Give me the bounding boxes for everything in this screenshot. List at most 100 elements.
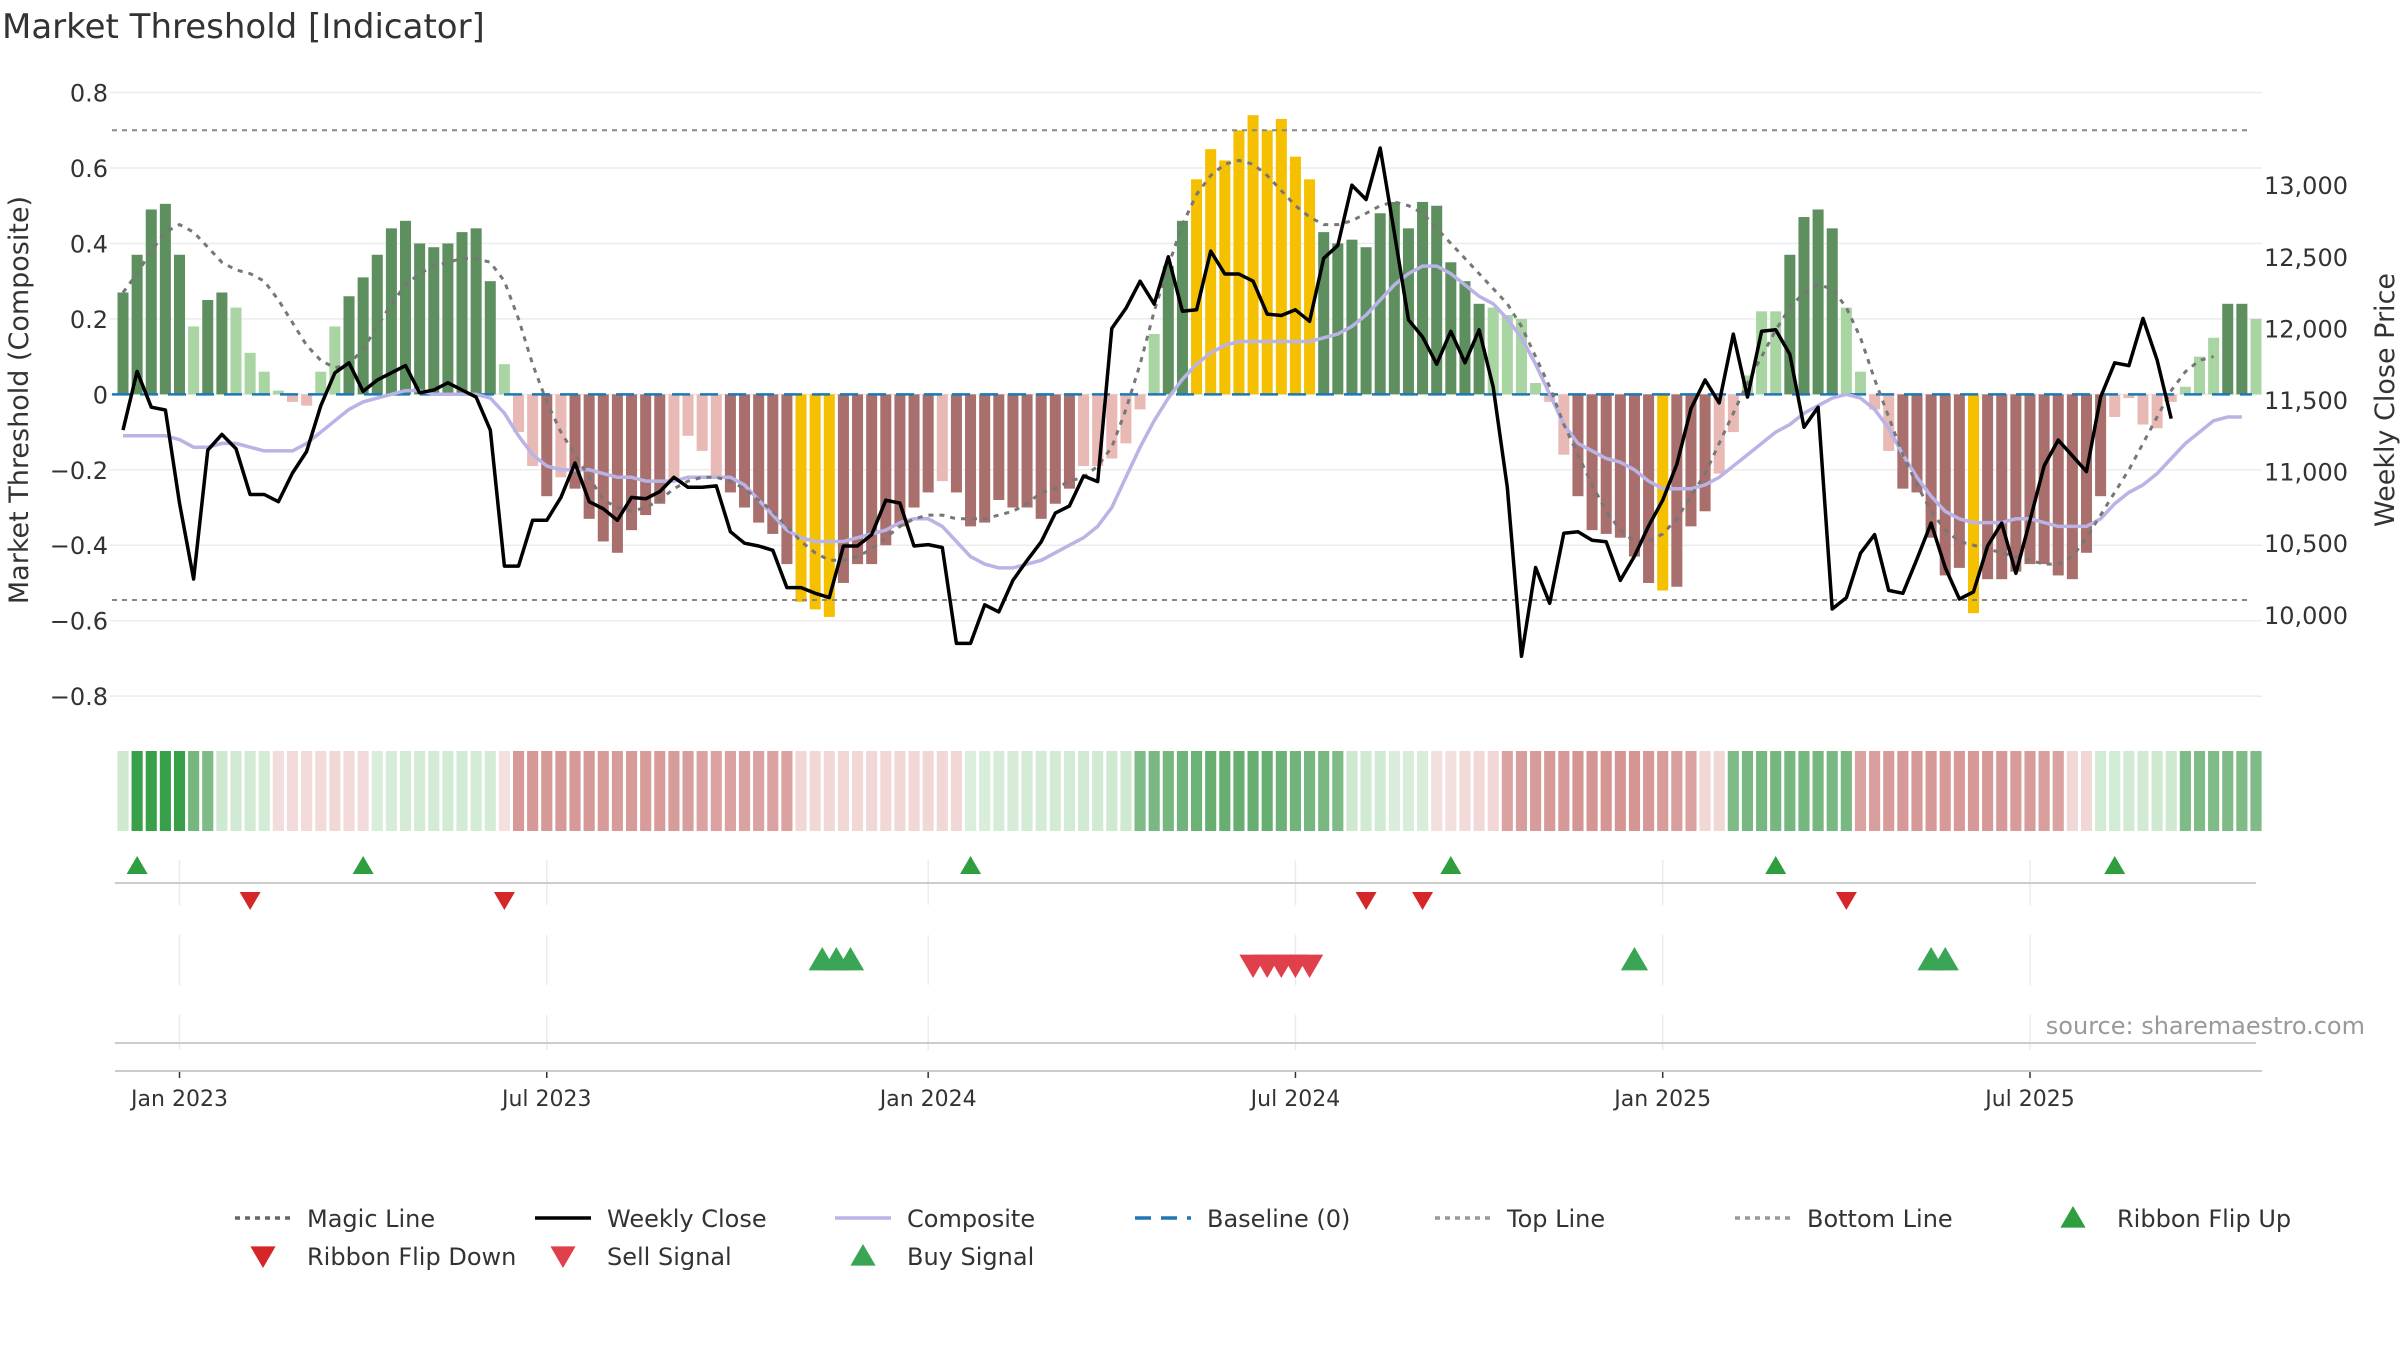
composite-bar (1911, 394, 1923, 493)
composite-bar (880, 394, 892, 546)
composite-bar (1854, 371, 1866, 395)
ribbon-cell (1035, 751, 1047, 831)
composite-bar (866, 394, 878, 565)
composite-bar (1515, 318, 1527, 395)
composite-bar (1063, 394, 1075, 489)
y-tick-label: −0.2 (50, 457, 108, 485)
composite-bar (1219, 160, 1231, 395)
ribbon-cell (1515, 751, 1528, 831)
ribbon-cell (131, 751, 143, 831)
ribbon-cell (329, 751, 341, 831)
ribbon-cell (1911, 751, 1923, 831)
ribbon-cell (2066, 751, 2078, 831)
y-tick-label: −0.8 (50, 683, 108, 711)
composite-bar (244, 352, 256, 395)
composite-bar (1360, 247, 1372, 395)
composite-bar (202, 300, 214, 395)
ribbon-cell (1304, 751, 1316, 831)
ribbon-cell (1092, 751, 1104, 831)
composite-bar (852, 394, 864, 565)
ribbon-cell (216, 751, 228, 831)
ribbon-cell (583, 751, 595, 831)
source-label: source: sharemaestro.com (2046, 1012, 2365, 1040)
composite-bar (1530, 383, 1542, 395)
composite-bar (1261, 130, 1273, 395)
composite-bar (569, 394, 581, 489)
ribbon-cell (1530, 751, 1542, 831)
ribbon-cell (1501, 751, 1513, 831)
y-right-tick-label: 10,500 (2264, 530, 2348, 558)
ribbon-cell (2165, 751, 2177, 831)
composite-bar (922, 394, 934, 493)
ribbon-cell (2222, 751, 2234, 831)
ribbon-cell (541, 751, 553, 831)
ribbon-cell (1007, 751, 1019, 831)
ribbon-cell (1897, 751, 1909, 831)
composite-bar (1134, 394, 1146, 410)
ribbon-cell (414, 751, 426, 831)
composite-bar (965, 394, 977, 527)
composite-bar (611, 394, 623, 553)
composite-bar (1431, 205, 1443, 395)
y-tick-label: 0.4 (70, 230, 108, 258)
composite-bar (117, 292, 129, 395)
ribbon-cell (993, 751, 1005, 831)
ribbon-cell (950, 751, 962, 831)
x-tick-label: Jul 2025 (1983, 1087, 2075, 1112)
composite-bar (1657, 394, 1669, 591)
composite-bar (583, 394, 595, 519)
composite-bar (668, 394, 680, 482)
legend-item: Sell Signal (550, 1243, 732, 1271)
composite-bar (696, 394, 708, 451)
ribbon-cell (1473, 751, 1485, 831)
ribbon-cell (1939, 751, 1951, 831)
composite-bar (371, 254, 383, 395)
ribbon-cell (1628, 751, 1641, 831)
composite-bar (1332, 243, 1344, 395)
ribbon-cell (527, 751, 539, 831)
ribbon-cell (922, 751, 934, 831)
ribbon-cell (1586, 751, 1598, 831)
ribbon-flip-down-marker (493, 892, 515, 910)
ribbon-cell (117, 751, 129, 831)
ribbon-cell (1332, 751, 1344, 831)
composite-bar (1826, 228, 1838, 395)
composite-bar (1586, 394, 1598, 531)
ribbon-cell (428, 751, 440, 831)
ribbon-cell (1021, 751, 1033, 831)
composite-bar (753, 394, 765, 523)
ribbon-flip-up-marker (1765, 856, 1787, 874)
ribbon-cell (2052, 751, 2064, 831)
composite-bar (1205, 149, 1217, 395)
ribbon-cell (484, 751, 496, 831)
ribbon-cell (1883, 751, 1895, 831)
composite-bar (1162, 266, 1174, 395)
ribbon-cell (2024, 751, 2036, 831)
composite-bar (1035, 394, 1047, 519)
composite-bar (2137, 394, 2149, 425)
legend-label: Baseline (0) (1207, 1205, 1350, 1233)
composite-bar (1021, 394, 1033, 508)
ribbon-cell (1275, 751, 1287, 831)
ribbon-cell (2109, 751, 2121, 831)
ribbon-cell (385, 751, 397, 831)
y-right-tick-label: 12,500 (2264, 244, 2348, 272)
ribbon-cell (230, 751, 242, 831)
composite-bar (950, 394, 962, 493)
legend-label: Composite (907, 1205, 1035, 1233)
ribbon-cell (2137, 751, 2149, 831)
legend-marker (250, 1246, 276, 1268)
ribbon-cell (1982, 751, 1994, 831)
composite-bar (1304, 179, 1316, 395)
legend-label: Weekly Close (607, 1205, 767, 1233)
composite-bar (1756, 311, 1768, 395)
ribbon-cell (1162, 751, 1174, 831)
composite-bar (1049, 394, 1061, 504)
composite-bar (1784, 254, 1796, 395)
ribbon-cell (1671, 751, 1683, 831)
composite-bar (2080, 394, 2092, 553)
composite-bar (823, 394, 835, 617)
ribbon-cell (173, 751, 186, 831)
ribbon-flip-down-marker (239, 892, 261, 910)
ribbon-cell (188, 751, 200, 831)
